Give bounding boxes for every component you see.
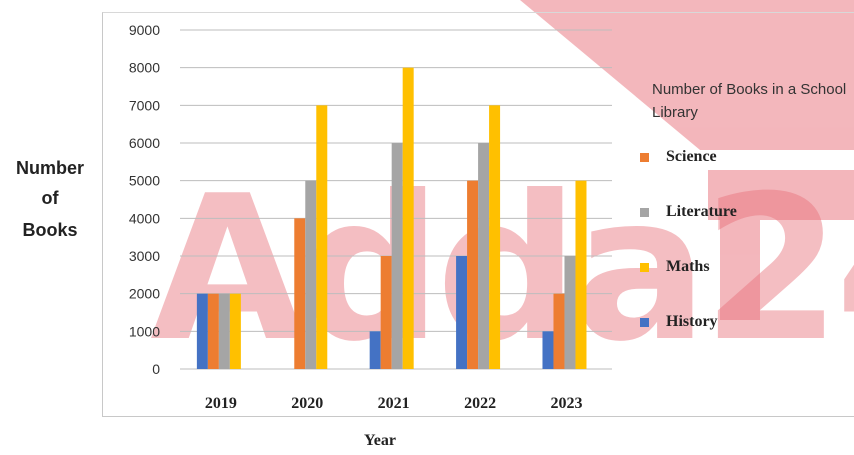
legend-swatch-history <box>640 318 649 327</box>
y-tick-label-7000: 7000 <box>129 97 160 113</box>
bar-science-2021 <box>380 256 392 369</box>
x-axis-label: Year <box>364 432 396 449</box>
y-tick-label-1000: 1000 <box>129 323 160 339</box>
y-tick-label-8000: 8000 <box>129 60 160 76</box>
bar-literature-2019 <box>218 293 230 369</box>
bar-maths-2019 <box>229 293 241 369</box>
bar-maths-2020 <box>316 105 328 369</box>
legend-label-maths: Maths <box>666 258 710 275</box>
bar-literature-2021 <box>391 143 403 369</box>
legend-label-history: History <box>666 313 718 330</box>
plot-frame <box>102 12 854 417</box>
y-tick-label-4000: 4000 <box>129 210 160 226</box>
bar-science-2020 <box>294 218 306 369</box>
bar-maths-2021 <box>402 67 414 370</box>
y-axis-label-line-3: Books <box>22 220 78 240</box>
y-tick-label-3000: 3000 <box>129 248 160 264</box>
bar-maths-2022 <box>489 105 501 369</box>
legend-label-science: Science <box>666 148 717 165</box>
x-tick-label-2022: 2022 <box>464 395 496 412</box>
bar-literature-2022 <box>478 143 490 369</box>
bar-history-2023 <box>542 331 554 369</box>
x-tick-label-2023: 2023 <box>550 395 582 412</box>
y-axis-label-line-1: Number <box>15 158 84 178</box>
legend-label-literature: Literature <box>666 203 737 220</box>
bar-history-2022 <box>456 256 468 369</box>
y-axis-label-line-2: of <box>41 188 59 208</box>
y-tick-label-0: 0 <box>152 361 160 377</box>
bar-literature-2020 <box>305 180 317 369</box>
bar-history-2021 <box>369 331 381 369</box>
x-tick-label-2019: 2019 <box>205 395 237 412</box>
y-tick-label-2000: 2000 <box>129 286 160 302</box>
legend-swatch-science <box>640 153 649 162</box>
y-tick-label-5000: 5000 <box>129 173 160 189</box>
bar-science-2019 <box>207 293 219 369</box>
bar-maths-2023 <box>575 180 587 369</box>
bar-history-2019 <box>196 293 208 369</box>
legend-swatch-literature <box>640 208 649 217</box>
bar-science-2023 <box>553 293 565 369</box>
bar-literature-2023 <box>564 256 576 369</box>
watermark-text: Adda247 <box>150 153 854 386</box>
legend-swatch-maths <box>640 263 649 272</box>
x-tick-label-2020: 2020 <box>291 395 323 412</box>
bar-science-2022 <box>467 180 479 369</box>
legend-title: Number of Books in a School Library <box>652 81 847 121</box>
y-tick-label-6000: 6000 <box>129 135 160 151</box>
y-tick-label-9000: 9000 <box>129 22 160 38</box>
x-tick-label-2021: 2021 <box>378 395 410 412</box>
